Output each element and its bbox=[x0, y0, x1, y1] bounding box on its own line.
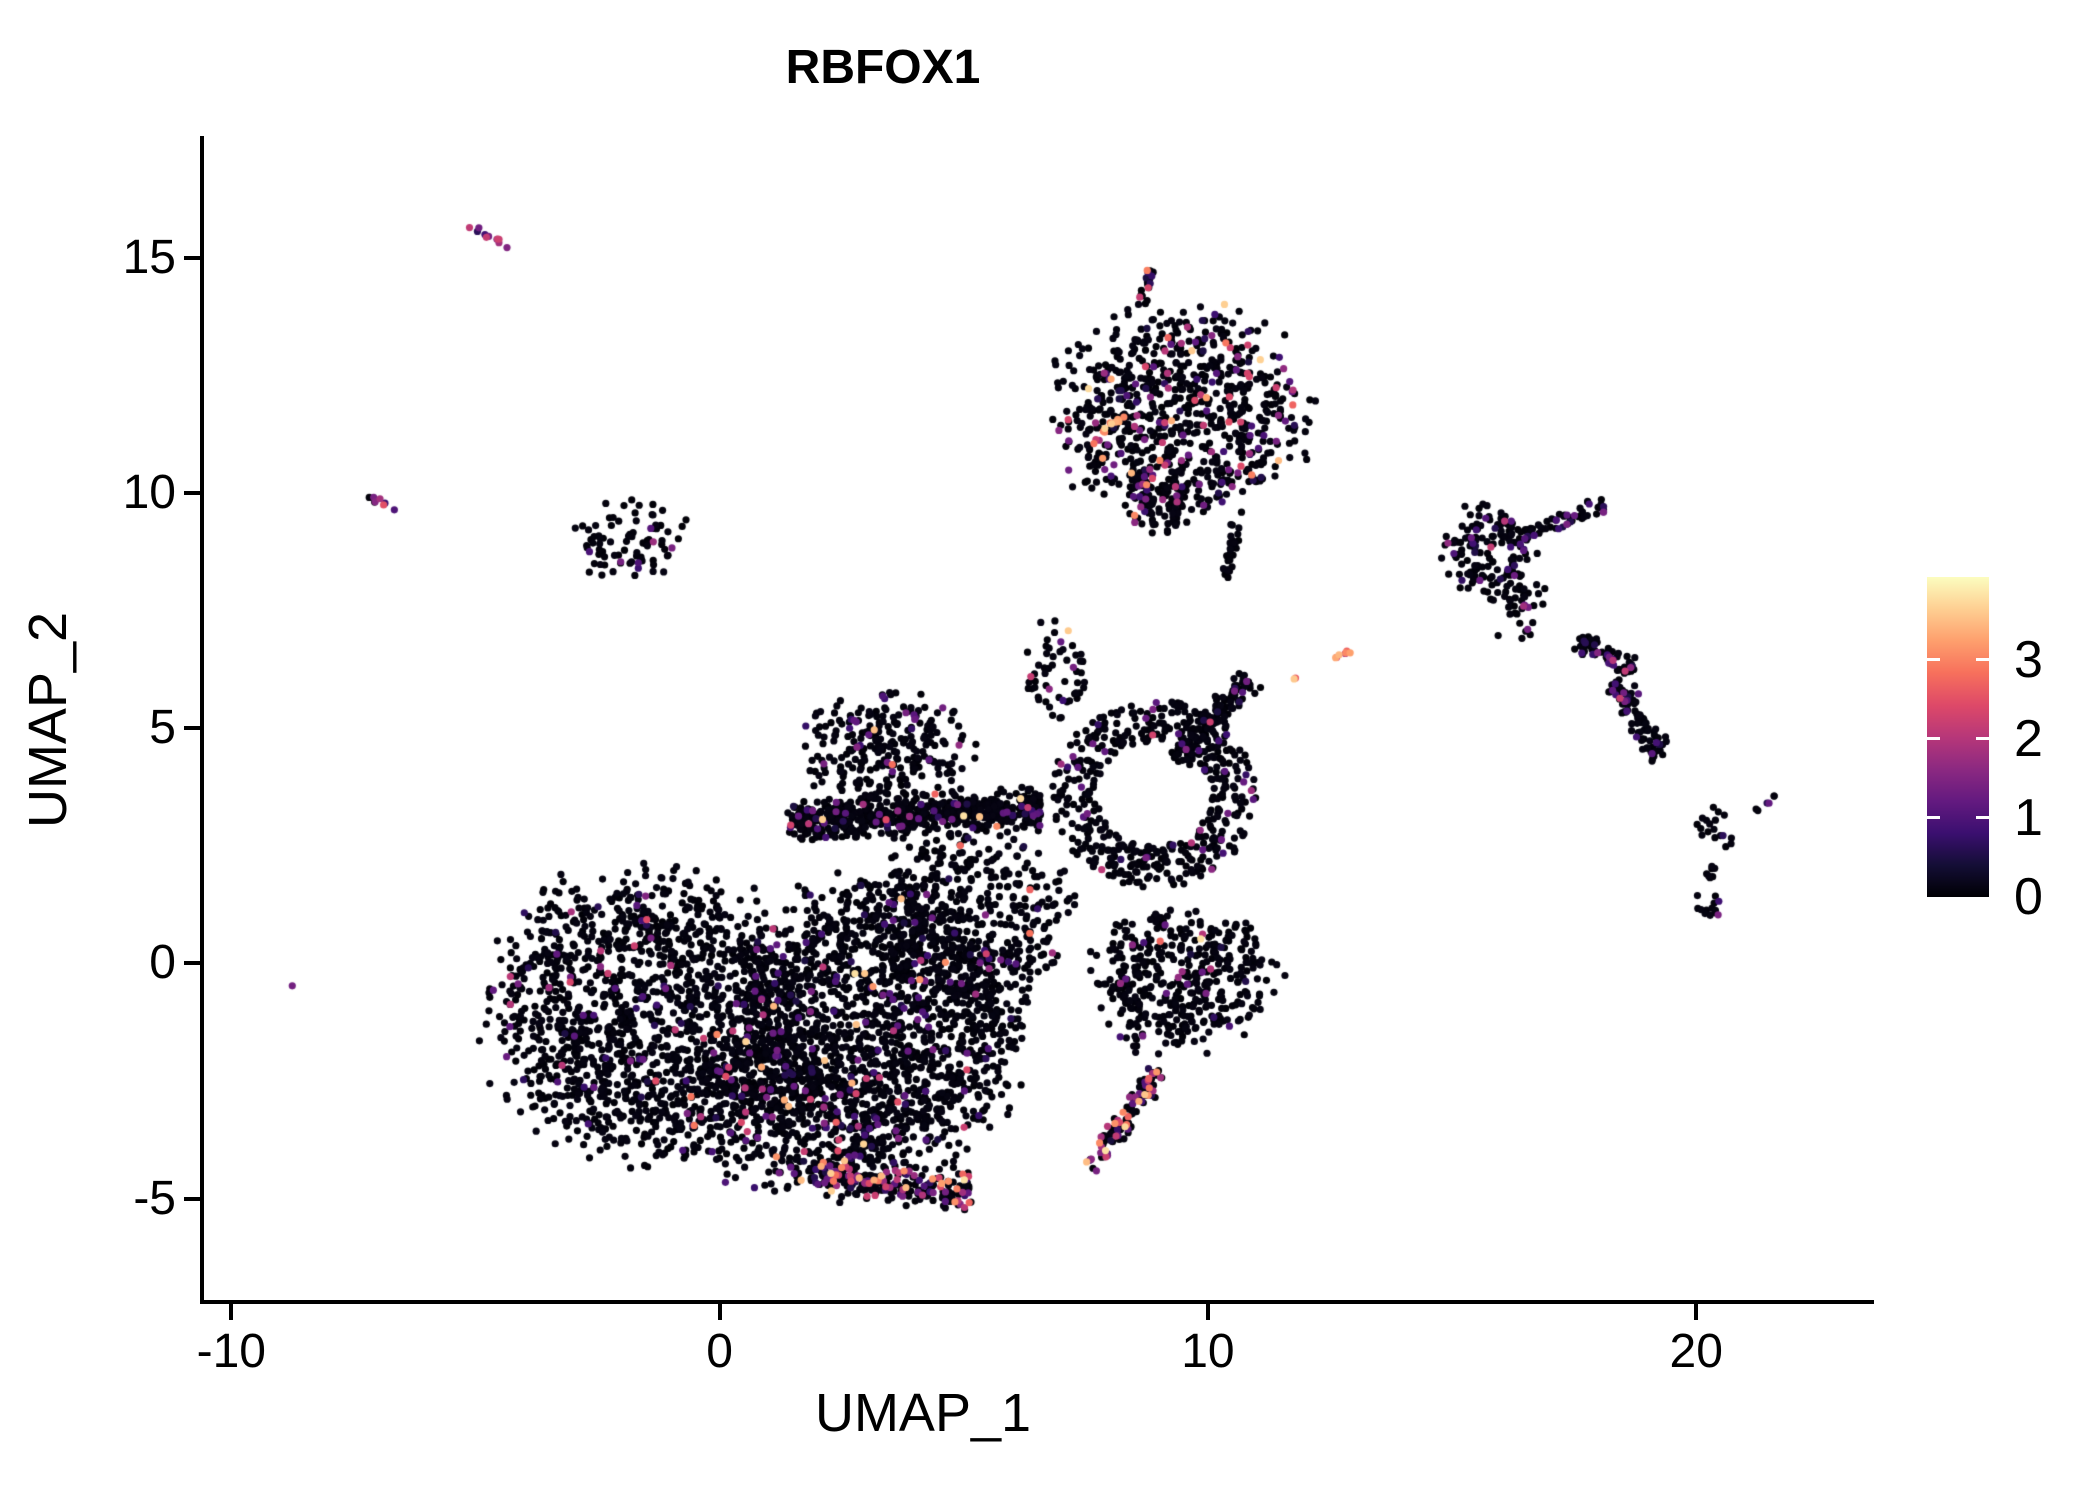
y-tick-mark bbox=[184, 961, 200, 966]
x-axis-title: UMAP_1 bbox=[814, 1383, 1032, 1443]
colorbar-tick-dash bbox=[1927, 816, 1940, 820]
y-tick-label: 5 bbox=[149, 701, 176, 755]
y-axis-title: UMAP_2 bbox=[18, 611, 78, 829]
colorbar-tick-dash bbox=[1976, 816, 1989, 820]
x-axis-line bbox=[200, 1300, 1874, 1304]
x-tick-label: 0 bbox=[706, 1325, 733, 1378]
expression-colorbar bbox=[1927, 577, 1989, 897]
legend-tick-label: 1 bbox=[2014, 788, 2043, 847]
colorbar-tick-dash bbox=[1927, 658, 1940, 662]
plot-title: RBFOX1 bbox=[785, 41, 981, 94]
x-tick-mark bbox=[717, 1304, 722, 1320]
colorbar-tick-dash bbox=[1976, 658, 1989, 662]
x-tick-mark bbox=[229, 1304, 234, 1320]
y-tick-label: 15 bbox=[122, 230, 176, 284]
colorbar-tick-dash bbox=[1927, 737, 1940, 741]
legend-tick-label: 0 bbox=[2014, 868, 2043, 926]
y-axis-line bbox=[200, 136, 204, 1304]
y-tick-mark bbox=[184, 726, 200, 731]
y-tick-label: -5 bbox=[133, 1171, 176, 1225]
y-tick-mark bbox=[184, 491, 200, 496]
colorbar-tick-dash bbox=[1976, 737, 1989, 741]
y-tick-mark bbox=[184, 1196, 200, 1201]
x-tick-mark bbox=[1205, 1304, 1210, 1320]
x-tick-mark bbox=[1694, 1304, 1699, 1320]
y-tick-label: 0 bbox=[149, 936, 176, 990]
y-tick-mark bbox=[184, 255, 200, 260]
x-tick-label: -10 bbox=[196, 1325, 266, 1378]
x-tick-label: 20 bbox=[1669, 1325, 1723, 1378]
y-tick-label: 10 bbox=[122, 466, 176, 520]
x-tick-label: 10 bbox=[1181, 1325, 1235, 1378]
legend-tick-label: 2 bbox=[2014, 709, 2043, 768]
legend-tick-label: 3 bbox=[2014, 630, 2043, 689]
